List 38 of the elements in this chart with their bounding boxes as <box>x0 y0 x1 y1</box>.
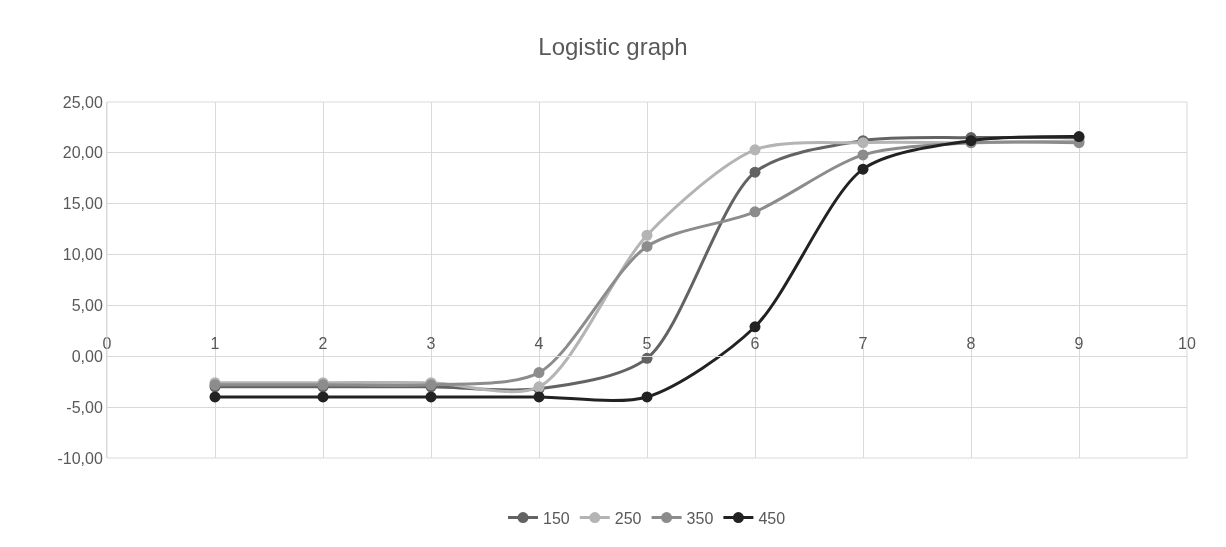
point <box>749 206 761 218</box>
point <box>857 149 869 161</box>
point <box>425 391 437 403</box>
y-tick-label: 5,00 <box>71 297 103 315</box>
chart-title: Logistic graph <box>538 33 688 61</box>
x-tick-label: 6 <box>750 335 760 353</box>
legend-label: 350 <box>686 509 714 527</box>
x-tick-label: 8 <box>966 335 976 353</box>
x-tick-label: 5 <box>642 335 652 353</box>
legend-label: 150 <box>543 509 570 527</box>
point <box>749 166 761 178</box>
y-tick-label: 0,00 <box>71 347 103 365</box>
legend-label: 250 <box>614 509 642 527</box>
legend-label: 450 <box>758 509 786 527</box>
x-tick-label: 0 <box>102 335 112 353</box>
y-tick-label: -5,00 <box>66 398 103 416</box>
x-tick-label: 3 <box>426 335 436 353</box>
y-tick-label: -10,00 <box>57 449 103 467</box>
y-tick-label: 20,00 <box>62 144 103 162</box>
point <box>641 391 653 403</box>
x-tick-label: 2 <box>318 335 328 353</box>
point <box>641 240 653 252</box>
y-tick-label: 25,00 <box>62 93 103 111</box>
x-tick-label: 9 <box>1074 335 1084 353</box>
point <box>533 391 545 403</box>
y-tick-label: 15,00 <box>62 195 103 213</box>
point <box>533 367 545 379</box>
point <box>209 391 221 403</box>
point <box>857 163 869 175</box>
y-tick-label: 10,00 <box>62 246 103 264</box>
x-tick-label: 7 <box>858 335 868 353</box>
x-tick-label: 10 <box>1178 335 1196 353</box>
point <box>749 144 761 156</box>
point <box>641 229 653 241</box>
point <box>317 391 329 403</box>
x-tick-label: 4 <box>534 335 544 353</box>
x-tick-label: 1 <box>210 335 220 353</box>
point <box>749 321 761 333</box>
